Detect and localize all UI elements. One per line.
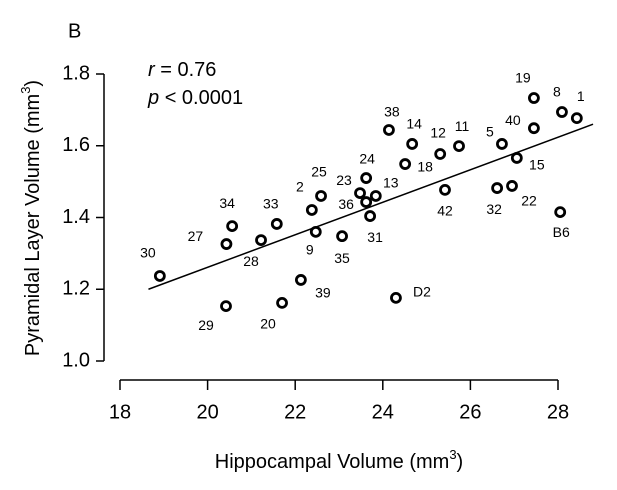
panel-label: B xyxy=(68,20,81,42)
point-label: 40 xyxy=(505,112,521,128)
point-label: 35 xyxy=(334,250,350,266)
y-tick-label: 1.8 xyxy=(62,62,90,84)
point xyxy=(383,124,395,136)
stat-symbol: r xyxy=(148,59,156,81)
point xyxy=(439,183,451,196)
fit-line xyxy=(148,123,594,290)
point-label: 8 xyxy=(553,84,561,100)
stat-text: = 0.76 xyxy=(160,59,216,81)
point xyxy=(528,122,540,135)
point xyxy=(369,190,382,202)
point-label: 31 xyxy=(367,229,383,245)
point xyxy=(360,172,373,184)
point xyxy=(406,138,419,150)
point-label: 11 xyxy=(455,118,470,134)
point-label: B6 xyxy=(553,224,570,240)
point xyxy=(255,234,267,247)
point xyxy=(336,230,348,243)
point xyxy=(360,196,373,208)
x-tick-label: 20 xyxy=(196,401,218,423)
point-label: 19 xyxy=(515,70,531,86)
label-sup: 3 xyxy=(18,87,33,94)
point xyxy=(496,138,508,150)
point xyxy=(276,296,288,309)
point-label: 33 xyxy=(263,196,279,212)
stat-p: p < 0.0001 xyxy=(147,87,243,109)
point-label: 9 xyxy=(306,242,314,258)
point xyxy=(153,270,166,282)
y-tick-label: 1.6 xyxy=(62,134,90,156)
y-tick-label: 1.4 xyxy=(62,206,90,228)
x-tick-label: 24 xyxy=(372,401,394,423)
point-label: 13 xyxy=(383,175,399,191)
point xyxy=(226,220,239,233)
point-label: 39 xyxy=(315,285,331,301)
point xyxy=(364,210,376,222)
point xyxy=(220,238,233,250)
x-tick-label: 28 xyxy=(547,401,569,423)
point-label: 29 xyxy=(198,317,214,333)
point xyxy=(294,274,307,286)
point xyxy=(270,218,283,230)
point xyxy=(315,190,327,202)
label-sup: 3 xyxy=(449,447,456,462)
point xyxy=(570,112,583,125)
point-label: 20 xyxy=(260,316,276,332)
point xyxy=(434,148,447,160)
point-label: 14 xyxy=(406,116,422,132)
point-label: 30 xyxy=(140,245,156,261)
point-label: 27 xyxy=(188,228,204,244)
point-label: 28 xyxy=(243,253,259,269)
point xyxy=(305,204,318,216)
point-label: 42 xyxy=(437,203,453,219)
point xyxy=(556,106,568,118)
stat-symbol: p xyxy=(147,87,159,109)
point-label: 15 xyxy=(529,157,545,173)
x-tick-label: 26 xyxy=(459,401,481,423)
point xyxy=(506,180,518,192)
y-tick-label: 1.0 xyxy=(62,349,90,371)
point-label: 12 xyxy=(430,125,446,141)
y-axis-label: Pyramidal Layer Volume (mm3) xyxy=(18,80,44,356)
x-tick-label: 22 xyxy=(284,401,306,423)
point xyxy=(528,92,540,104)
point xyxy=(453,140,465,153)
point xyxy=(510,152,523,164)
label-text: Hippocampal Volume (mm xyxy=(215,451,450,473)
point-label: 36 xyxy=(338,196,354,212)
point xyxy=(220,300,232,313)
point xyxy=(399,158,412,170)
point xyxy=(491,182,504,194)
point-label: 18 xyxy=(417,159,433,175)
label-close: ) xyxy=(22,80,44,87)
point xyxy=(390,291,402,304)
point-label: 22 xyxy=(521,193,537,209)
point-label: 38 xyxy=(384,104,400,120)
point-label: 25 xyxy=(311,164,327,180)
point-label: 34 xyxy=(219,195,235,211)
y-tick-label: 1.2 xyxy=(62,278,90,300)
point-label: 24 xyxy=(359,151,375,167)
stat-text: < 0.0001 xyxy=(165,87,243,109)
point-label: 23 xyxy=(336,172,352,188)
point-label: 32 xyxy=(486,201,502,217)
stat-r: r = 0.76 xyxy=(148,59,216,81)
point-label: D2 xyxy=(413,284,431,300)
point-label: 5 xyxy=(486,124,494,140)
point xyxy=(354,187,366,200)
label-text: Pyramidal Layer Volume (mm xyxy=(22,94,44,356)
point-label: 1 xyxy=(577,88,585,104)
point xyxy=(554,206,567,219)
point-label: 2 xyxy=(296,179,304,195)
x-axis-label: Hippocampal Volume (mm3) xyxy=(215,447,463,473)
point xyxy=(309,225,322,238)
x-tick-label: 18 xyxy=(109,401,131,423)
label-close: ) xyxy=(457,451,464,473)
